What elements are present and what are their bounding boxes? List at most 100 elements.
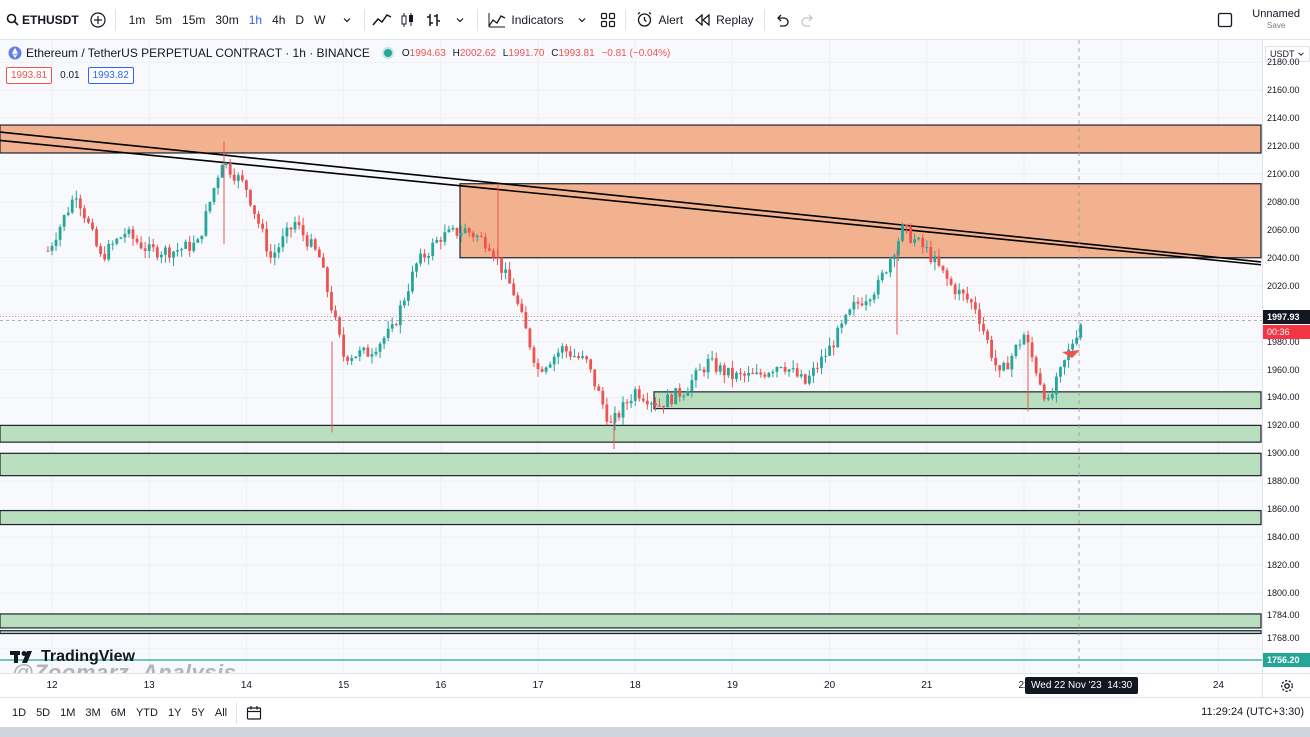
timeframe-d-button[interactable]: D bbox=[295, 12, 305, 27]
range-1y-button[interactable]: 1Y bbox=[167, 706, 182, 719]
range-5y-button[interactable]: 5Y bbox=[191, 706, 205, 719]
candle-body bbox=[1014, 344, 1018, 356]
spread-value: 0.01 bbox=[60, 70, 80, 81]
candle-body bbox=[463, 228, 467, 234]
indicators-button[interactable]: Indicators bbox=[482, 0, 569, 40]
candle-body bbox=[265, 228, 269, 252]
candle-body bbox=[828, 345, 831, 356]
indicators-dropdown-button[interactable] bbox=[569, 0, 595, 40]
timeframe-dropdown-button[interactable] bbox=[334, 0, 360, 40]
candle-body bbox=[577, 356, 580, 358]
candle-body bbox=[759, 372, 763, 375]
candle-body bbox=[524, 312, 528, 329]
sell-price-button[interactable]: 1993.81 bbox=[6, 67, 53, 84]
price-tick-label: 1860.00 bbox=[1267, 504, 1300, 515]
timezone-clock[interactable]: 11:29:24 (UTC+3:30) bbox=[1201, 706, 1304, 718]
candle-body bbox=[771, 371, 775, 374]
candle-body bbox=[633, 389, 637, 401]
chart-pane[interactable] bbox=[0, 40, 1262, 697]
crosshair-time-label: Wed 22 Nov '23 14:30 bbox=[1025, 677, 1139, 694]
layouts-button[interactable] bbox=[595, 0, 621, 40]
candle-body bbox=[54, 239, 58, 246]
undo-button[interactable] bbox=[769, 0, 795, 40]
timeframe-5m-button[interactable]: 5m bbox=[155, 12, 173, 27]
bottom-toolbar: 1D 5D 1M 3M 6M YTD 1Y 5Y All 11:29:24 (UTC+3:30) bbox=[0, 697, 1310, 727]
redo-button[interactable] bbox=[795, 0, 821, 40]
range-3m-button[interactable]: 3M bbox=[85, 706, 101, 719]
candle-body bbox=[196, 239, 200, 243]
bars-chart-type-button[interactable] bbox=[421, 0, 447, 40]
candle-body bbox=[459, 233, 463, 236]
price-axis[interactable]: USDT 2180.00 2160.00 2140.00 2120.00 2100.00… bbox=[1262, 40, 1310, 697]
candle-body bbox=[135, 238, 139, 243]
candle-body bbox=[220, 165, 224, 178]
tradingview-logo[interactable]: TradingView bbox=[10, 648, 135, 666]
candle-body bbox=[1050, 394, 1054, 398]
timeframe-1m-button[interactable]: 1m bbox=[128, 12, 146, 27]
candle-body bbox=[836, 327, 840, 348]
candle-body bbox=[168, 247, 171, 258]
candle-body bbox=[74, 198, 78, 200]
calendar-icon bbox=[247, 705, 262, 720]
range-6m-button[interactable]: 6M bbox=[110, 706, 126, 719]
candle-body bbox=[860, 303, 864, 306]
candle-body bbox=[91, 222, 94, 230]
candle-body bbox=[87, 218, 90, 223]
candle-body bbox=[544, 367, 548, 372]
range-1m-button[interactable]: 1M bbox=[60, 706, 76, 719]
price-tick-label: 1768.00 bbox=[1267, 632, 1300, 643]
top-toolbar: ETHUSDT 1m 5m 15m 30m 1h 4h D W Indicators bbox=[0, 0, 1310, 40]
chart-settings-button[interactable] bbox=[1262, 673, 1310, 697]
candle-body bbox=[370, 354, 374, 357]
candle-body bbox=[722, 365, 726, 376]
candle-body bbox=[78, 198, 82, 209]
range-ytd-button[interactable]: YTD bbox=[135, 706, 158, 719]
time-axis[interactable]: 24 22 21 20 19 18 17 16 15 14 13 12 Wed 22 Nov '23 … bbox=[0, 673, 1262, 697]
series-title[interactable]: Ethereum / TetherUS PERPETUAL CONTRACT ·… bbox=[26, 46, 370, 60]
candle-body bbox=[641, 398, 645, 401]
date-range-list: 1D 5D 1M 3M 6M YTD 1Y 5Y All bbox=[0, 707, 232, 719]
range-all-button[interactable]: All bbox=[214, 706, 228, 719]
candle-body bbox=[342, 334, 345, 357]
range-1d-button[interactable]: 1D bbox=[12, 706, 27, 719]
compare-symbol-button[interactable] bbox=[85, 0, 111, 40]
chart-type-dropdown-button[interactable] bbox=[447, 0, 473, 40]
candle-body bbox=[475, 235, 479, 238]
range-5d-button[interactable]: 5D bbox=[36, 706, 51, 719]
layout-checkbox[interactable] bbox=[1212, 0, 1238, 40]
candle-body bbox=[767, 373, 771, 377]
timeframe-1h-button[interactable]: 1h bbox=[248, 12, 263, 27]
candle-body bbox=[564, 346, 568, 352]
market-status-icon[interactable] bbox=[383, 49, 392, 57]
time-tick-label: 13 bbox=[143, 680, 155, 691]
timeframe-30m-button[interactable]: 30m bbox=[215, 12, 239, 27]
indicators-label: Indicators bbox=[511, 12, 564, 27]
timeframe-w-button[interactable]: W bbox=[314, 12, 326, 27]
price-tick-label: 1900.00 bbox=[1267, 448, 1300, 459]
buy-price-button[interactable]: 1993.82 bbox=[87, 67, 134, 84]
candle-body bbox=[155, 247, 159, 258]
price-tick-label: 1840.00 bbox=[1267, 532, 1300, 543]
alert-button[interactable]: Alert bbox=[630, 0, 689, 40]
candle-body bbox=[1034, 357, 1038, 374]
goto-date-button[interactable] bbox=[241, 698, 267, 728]
replay-button[interactable]: Replay bbox=[689, 0, 759, 40]
chevron-down-icon bbox=[456, 17, 464, 22]
price-tick-label: 2020.00 bbox=[1267, 280, 1300, 291]
candle-body bbox=[338, 317, 341, 335]
candles-chart-type-button[interactable] bbox=[395, 0, 421, 40]
candle-body bbox=[540, 369, 544, 372]
candle-body bbox=[471, 232, 475, 238]
candle-body bbox=[884, 272, 888, 274]
candle-body bbox=[974, 302, 977, 310]
layout-name-button[interactable]: Unnamed Save bbox=[1252, 9, 1300, 31]
demand-zone bbox=[0, 613, 1262, 629]
symbol-search-button[interactable]: ETHUSDT bbox=[0, 0, 85, 40]
rewind-icon bbox=[695, 13, 710, 26]
timeframe-4h-button[interactable]: 4h bbox=[272, 12, 286, 27]
candle-body bbox=[188, 241, 192, 251]
timeframe-15m-button[interactable]: 15m bbox=[182, 12, 206, 27]
currency-selector[interactable]: USDT bbox=[1265, 46, 1310, 62]
candle-body bbox=[326, 267, 329, 292]
line-chart-type-button[interactable] bbox=[369, 0, 395, 40]
